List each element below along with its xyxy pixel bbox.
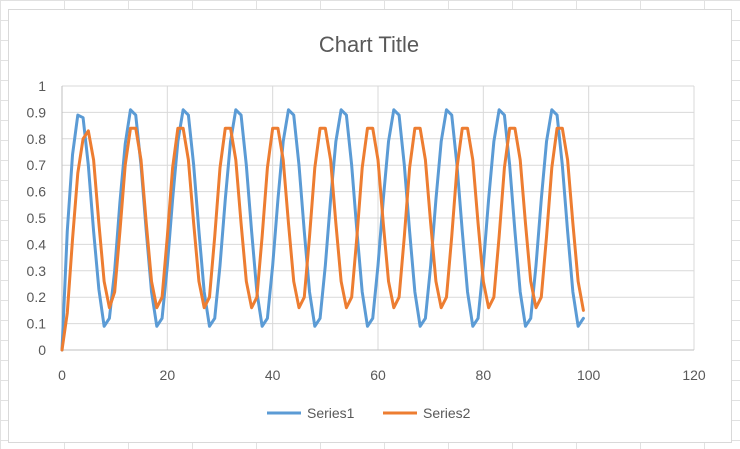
chart-area[interactable]	[8, 9, 732, 443]
legend-label-series1: Series1	[307, 405, 355, 421]
x-tick-label: 20	[160, 367, 176, 383]
x-tick-label: 120	[682, 367, 706, 383]
y-tick-label: 0.6	[27, 184, 47, 200]
axes: 0 0.1 0.2 0.3 0.4 0.5 0.6 0.7 0.8 0.9 1 0 20 40 60 80 10…	[27, 78, 706, 383]
legend[interactable]: Series1 Series2	[267, 405, 471, 421]
chart-title[interactable]: Chart Title	[319, 32, 419, 57]
x-tick-label: 80	[476, 367, 492, 383]
x-tick-label: 100	[577, 367, 601, 383]
gridlines	[62, 85, 695, 350]
y-tick-label: 0.3	[27, 263, 47, 279]
y-tick-label: 1	[38, 78, 46, 94]
series-line-series2[interactable]	[60, 126, 585, 352]
series-line-series1[interactable]	[60, 108, 585, 352]
y-tick-label: 0.7	[27, 157, 47, 173]
x-tick-label: 40	[265, 367, 281, 383]
y-tick-label: 0.8	[27, 131, 47, 147]
y-tick-label: 0	[38, 342, 46, 358]
y-tick-label: 0.5	[27, 210, 47, 226]
x-tick-label: 60	[370, 367, 386, 383]
x-tick-label: 0	[58, 367, 66, 383]
y-tick-label: 0.1	[27, 316, 47, 332]
y-tick-label: 0.2	[27, 289, 47, 305]
y-tick-label: 0.4	[27, 236, 47, 252]
y-tick-label: 0.9	[27, 104, 47, 120]
plot-series	[60, 108, 585, 352]
legend-label-series2: Series2	[423, 405, 471, 421]
